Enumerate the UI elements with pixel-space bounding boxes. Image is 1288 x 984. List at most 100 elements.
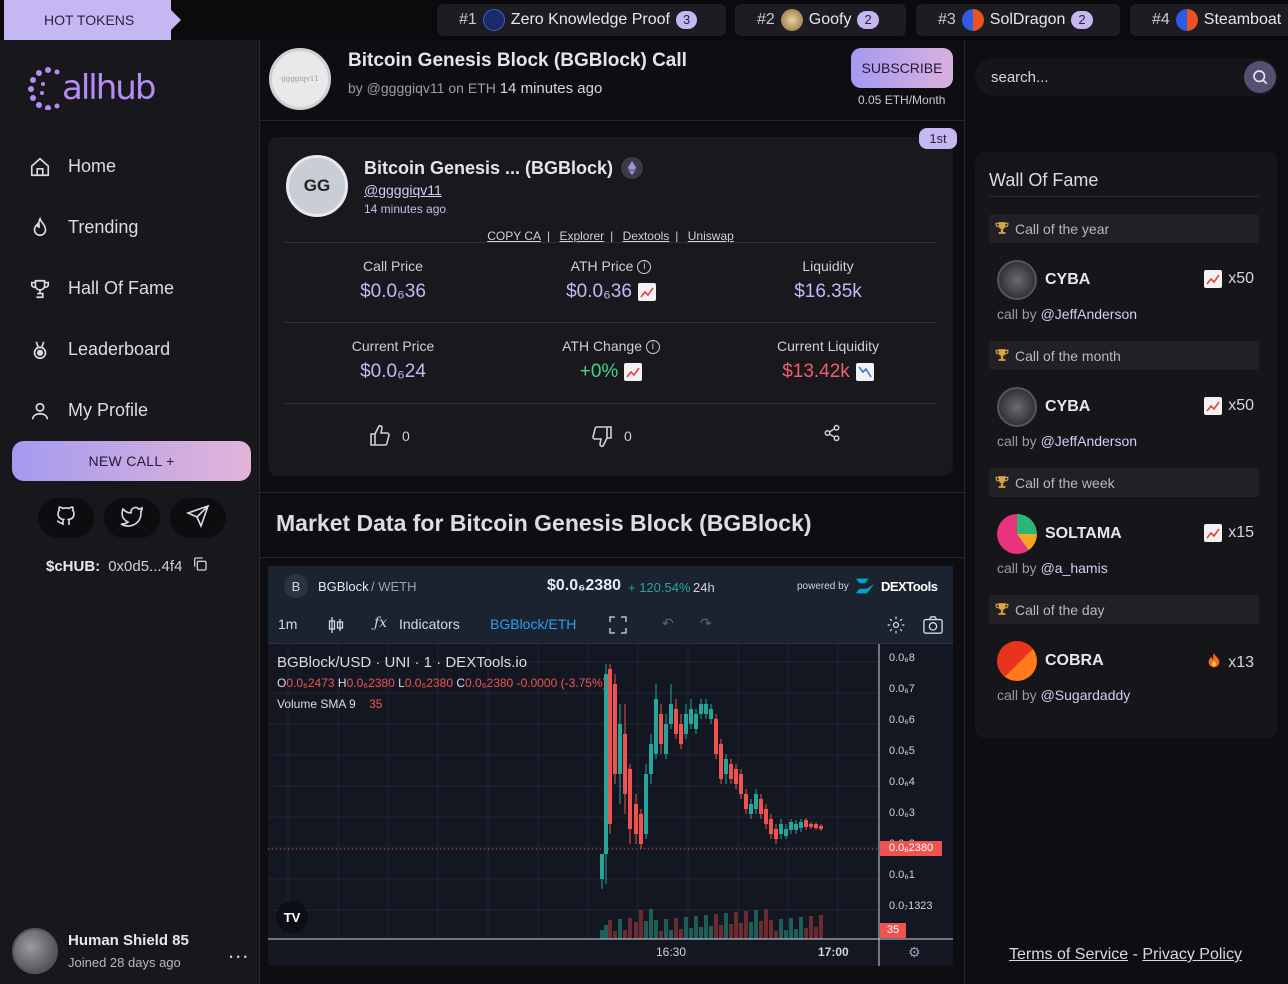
fullscreen-icon[interactable]: [609, 616, 627, 637]
indicators-icon[interactable]: ƒx: [374, 615, 388, 631]
nav-home[interactable]: Home: [28, 136, 248, 197]
hot-token-1[interactable]: #1 Zero Knowledge Proof 3: [437, 4, 726, 36]
screenshot-icon[interactable]: [922, 615, 944, 638]
y-tick: 0.0₆8: [889, 652, 915, 664]
github-button[interactable]: [38, 498, 94, 538]
hot-token-3[interactable]: #3 SolDragon 2: [916, 4, 1120, 36]
candle-body: [689, 709, 693, 724]
uniswap-link[interactable]: Uniswap: [687, 229, 734, 243]
symbol-button[interactable]: BGBlock/ETH: [490, 616, 577, 632]
settings-icon[interactable]: [886, 615, 906, 638]
dextools-link[interactable]: Dextools: [622, 229, 670, 243]
undo-icon[interactable]: ↶: [662, 615, 674, 631]
wof-caller-handle[interactable]: @a_hamis: [1040, 560, 1108, 576]
candle-type-icon[interactable]: [328, 616, 344, 637]
wof-caller-handle[interactable]: @Sugardaddy: [1040, 687, 1131, 703]
interval-button[interactable]: 1m: [278, 616, 298, 632]
call-time: 14 minutes ago: [499, 80, 603, 97]
telegram-button[interactable]: [170, 498, 226, 538]
stat-value: $13.42k: [719, 361, 937, 383]
candle-body: [719, 744, 723, 779]
volume-bar: [774, 931, 778, 939]
privacy-link[interactable]: Privacy Policy: [1142, 946, 1242, 963]
volume-bar: [784, 930, 788, 939]
wof-token[interactable]: SOLTAMA: [997, 514, 1122, 554]
info-icon[interactable]: i: [637, 260, 652, 275]
tradingview-logo-icon[interactable]: TV: [276, 901, 308, 933]
current-price-tag: 0.0₆2380: [880, 841, 942, 856]
nav-hall-of-fame[interactable]: Hall Of Fame: [28, 258, 248, 319]
wof-caller-handle[interactable]: @JeffAnderson: [1040, 306, 1138, 322]
candle-body: [634, 804, 638, 834]
more-options-icon[interactable]: ...: [228, 938, 250, 963]
nav-leaderboard[interactable]: Leaderboard: [28, 319, 248, 380]
wof-token[interactable]: CYBA: [997, 260, 1090, 300]
wof-token[interactable]: CYBA: [997, 387, 1090, 427]
wof-caller-handle[interactable]: @JeffAnderson: [1040, 433, 1138, 449]
wof-multiplier-value: x50: [1228, 397, 1254, 414]
subscribe-button[interactable]: SUBSCRIBE: [851, 48, 953, 88]
volume-value: 35: [369, 697, 383, 711]
call-actions: 0 0: [284, 403, 937, 463]
nav-trending[interactable]: Trending: [28, 197, 248, 258]
volume-bar: [779, 919, 783, 939]
price-axis[interactable]: 0.0₆80.0₆70.0₆60.0₆50.0₆40.0₆30.0₆20.0₆1…: [879, 644, 953, 912]
wof-token[interactable]: COBRA: [997, 641, 1104, 681]
stat-value: $0.0₆24: [360, 361, 426, 382]
new-call-button[interactable]: NEW CALL +: [12, 441, 251, 481]
candle-body: [769, 819, 773, 834]
volume-bar: [704, 915, 708, 939]
volume-bar: [799, 917, 803, 939]
user-card[interactable]: Human Shield 85 Joined 28 days ago ...: [12, 928, 252, 978]
stat-value: $16.35k: [794, 281, 862, 302]
nav-my-profile[interactable]: My Profile: [28, 380, 248, 441]
price-chart-widget[interactable]: B BGBlock / WETH $0.0₆2380 + 120.54% 24h…: [268, 566, 953, 966]
volume-bar: [709, 926, 713, 939]
hot-token-rank: #1: [459, 11, 477, 28]
wof-multiplier: x50: [1204, 270, 1254, 288]
footer-separator: -: [1132, 946, 1138, 963]
nav-label: Leaderboard: [68, 339, 171, 359]
candle-body: [659, 714, 663, 744]
wall-of-fame-title: Wall Of Fame: [989, 170, 1099, 190]
search-input[interactable]: [991, 68, 1221, 86]
candle-body: [709, 709, 713, 719]
like-button[interactable]: 0: [368, 424, 410, 448]
chart-up-icon: [637, 282, 656, 301]
dislike-button[interactable]: 0: [590, 424, 632, 448]
explorer-link[interactable]: Explorer: [559, 229, 605, 243]
hot-token-4[interactable]: #4 Steamboat: [1130, 4, 1288, 36]
callhub-logo-text[interactable]: allhub: [62, 68, 156, 108]
redo-icon[interactable]: ↷: [700, 615, 712, 631]
hot-token-2[interactable]: #2 Goofy 2: [735, 4, 906, 36]
divider: [260, 492, 964, 493]
caller-avatar[interactable]: ggggiqv11: [269, 48, 331, 110]
terms-link[interactable]: Terms of Service: [1009, 946, 1129, 963]
candle-body: [649, 744, 653, 774]
callhub-logo-mark: [28, 67, 60, 110]
indicators-button[interactable]: Indicators: [399, 616, 460, 632]
wof-caller: call by @JeffAnderson: [997, 433, 1137, 449]
info-icon[interactable]: i: [645, 340, 660, 355]
trophy-icon: [28, 277, 52, 301]
volume-bar: [734, 912, 738, 939]
stat-label: ATH Price i: [502, 258, 720, 275]
share-button[interactable]: [823, 424, 851, 442]
volume-bar: [789, 918, 793, 939]
copy-icon[interactable]: [192, 556, 208, 576]
caller-handle[interactable]: @ggggiqv11: [364, 182, 442, 198]
volume-bar: [794, 929, 798, 939]
search-button[interactable]: [1244, 61, 1276, 93]
wof-caller: call by @Sugardaddy: [997, 687, 1130, 703]
axis-settings-icon[interactable]: ⚙: [908, 944, 921, 960]
user-icon: [28, 399, 52, 423]
avatar: [12, 928, 58, 974]
telegram-icon: [185, 504, 210, 533]
twitter-button[interactable]: [104, 498, 160, 538]
copy-ca-link[interactable]: COPY CA: [487, 229, 541, 243]
chub-address[interactable]: $cHUB: 0x0d5...4f4: [46, 556, 208, 576]
candle-body: [734, 769, 738, 784]
stat-label: Call Price: [363, 258, 423, 274]
candlestick-chart[interactable]: [268, 644, 953, 966]
github-icon: [54, 504, 78, 533]
